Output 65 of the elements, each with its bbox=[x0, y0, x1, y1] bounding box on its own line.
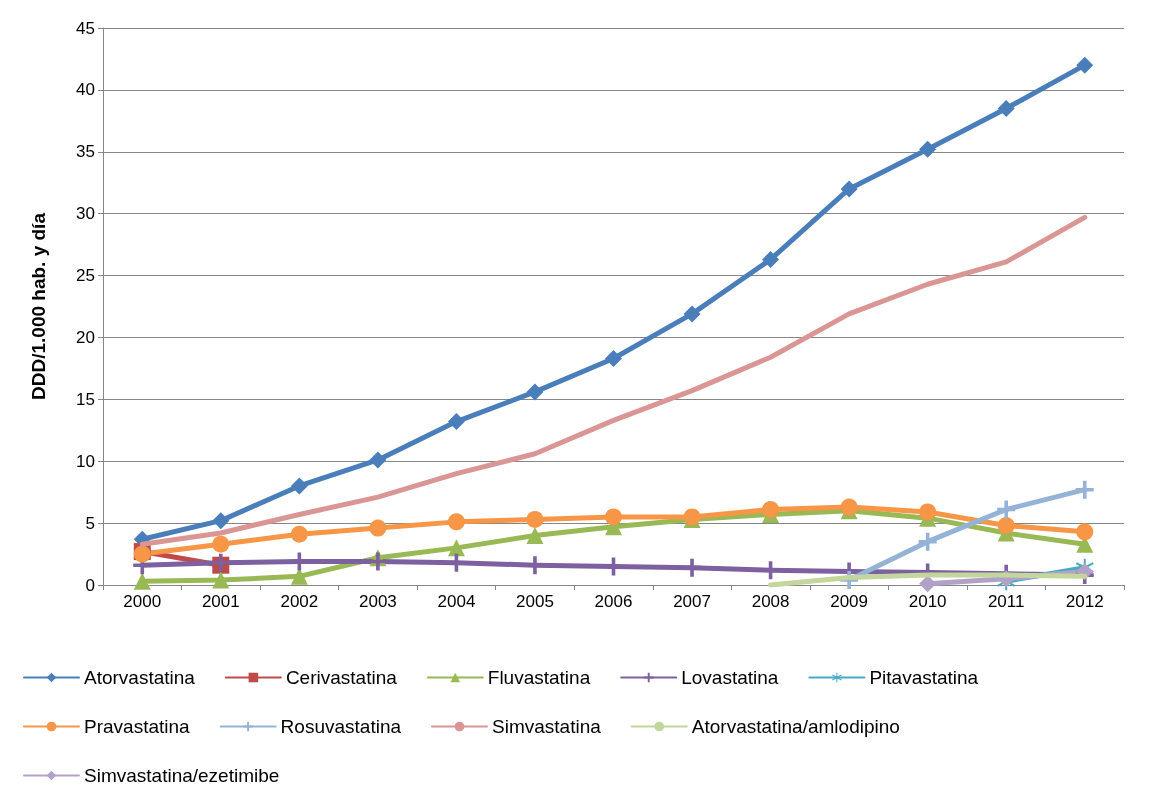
x-tick-label: 2009 bbox=[830, 592, 869, 611]
point bbox=[290, 525, 308, 543]
point bbox=[605, 349, 622, 367]
legend-label: Pravastatina bbox=[84, 716, 191, 737]
y-tick-label: 30 bbox=[76, 204, 95, 224]
legend-label: Lovastatina bbox=[681, 667, 779, 688]
point bbox=[447, 413, 465, 431]
y-tick-label: 20 bbox=[76, 327, 95, 347]
legend-label: Simvastatina bbox=[492, 716, 602, 737]
y-tick-label: 10 bbox=[76, 451, 95, 471]
x-tick-label: 2008 bbox=[751, 592, 790, 611]
point bbox=[840, 180, 858, 198]
point bbox=[762, 250, 780, 268]
y-tick-label: 5 bbox=[85, 513, 95, 533]
point bbox=[212, 512, 230, 530]
x-tick-label: 2005 bbox=[516, 592, 554, 611]
point bbox=[919, 503, 937, 521]
point bbox=[683, 558, 702, 577]
point bbox=[997, 517, 1015, 535]
point bbox=[290, 477, 308, 495]
y-tick-label: 45 bbox=[76, 18, 95, 38]
legend-label: Simvastatina/ezetimibe bbox=[84, 765, 280, 786]
point bbox=[1075, 480, 1094, 499]
legend-label: Atorvastatina bbox=[84, 667, 196, 688]
x-tick-label: 2011 bbox=[987, 592, 1025, 611]
point bbox=[683, 305, 701, 323]
point bbox=[919, 140, 937, 158]
legend-label: Pitavastatina bbox=[869, 667, 979, 688]
point bbox=[369, 451, 387, 469]
legend-label: Rosuvastatina bbox=[280, 716, 402, 737]
point bbox=[133, 572, 151, 590]
x-tick-label: 2003 bbox=[358, 592, 397, 611]
legend-label: Atorvastatina/amlodipino bbox=[691, 716, 900, 737]
y-axis-title: DDD/1.000 hab. y día bbox=[28, 212, 49, 400]
x-tick-label: 2010 bbox=[908, 592, 947, 611]
point bbox=[447, 513, 465, 531]
x-tick-label: 2007 bbox=[673, 592, 711, 611]
y-tick-label: 35 bbox=[76, 142, 95, 162]
x-tick-label: 2000 bbox=[123, 592, 162, 611]
point bbox=[1076, 56, 1094, 74]
point bbox=[212, 535, 230, 553]
x-tick-label: 2012 bbox=[1065, 592, 1104, 611]
y-tick-label: 15 bbox=[76, 389, 95, 409]
point bbox=[997, 99, 1015, 117]
y-tick-label: 40 bbox=[76, 80, 95, 100]
point bbox=[605, 508, 622, 526]
point bbox=[840, 498, 858, 516]
point bbox=[526, 383, 544, 401]
x-tick-label: 2001 bbox=[201, 592, 240, 611]
point bbox=[526, 526, 544, 544]
legend-label: Fluvastatina bbox=[487, 667, 591, 688]
point bbox=[368, 552, 387, 571]
point bbox=[526, 510, 544, 528]
point bbox=[369, 519, 387, 537]
x-tick-label: 2002 bbox=[280, 592, 319, 611]
point bbox=[447, 539, 465, 557]
point bbox=[762, 501, 780, 518]
x-tick-label: 2004 bbox=[437, 592, 476, 611]
legend-label: Cerivastatina bbox=[285, 667, 398, 688]
point bbox=[212, 571, 230, 589]
y-tick-label: 0 bbox=[85, 575, 95, 595]
point bbox=[997, 500, 1016, 519]
x-tick-label: 2006 bbox=[594, 592, 633, 611]
point bbox=[1076, 523, 1094, 541]
y-tick-label: 25 bbox=[76, 266, 95, 286]
